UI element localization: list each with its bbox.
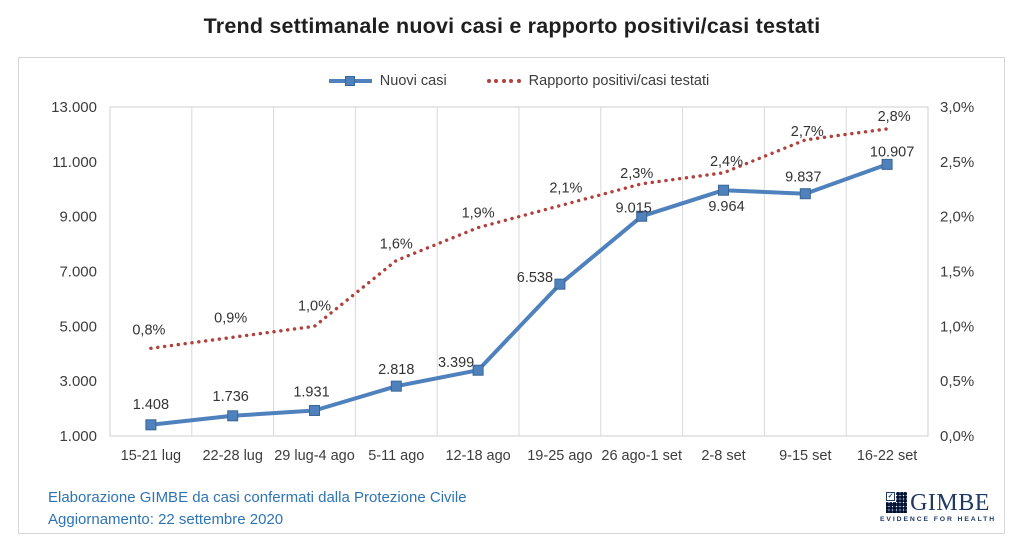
right-axis-tick: 2,5% — [940, 154, 974, 171]
legend-item-nuovi-casi: Nuovi casi — [328, 73, 447, 89]
series-nuovi-casi-marker — [636, 210, 648, 222]
data-label-nuovi-casi: 1.408 — [133, 397, 169, 413]
chart-title: Trend settimanale nuovi casi e rapporto … — [203, 14, 821, 38]
left-axis-tick: 7.000 — [59, 264, 97, 281]
gimbe-logo-tagline: EVIDENCE FOR HEALTH — [879, 516, 997, 523]
legend-label: Nuovi casi — [379, 73, 447, 89]
data-label-rapporto: 2,4% — [710, 154, 743, 170]
data-label-nuovi-casi: 9.837 — [785, 170, 821, 186]
right-axis-tick: 1,0% — [940, 318, 974, 335]
x-axis-category-label: 5-11 ago — [368, 448, 424, 464]
blue-line-marker-icon — [328, 76, 372, 86]
series-nuovi-casi-marker — [309, 404, 320, 416]
data-label-rapporto: 2,7% — [791, 124, 824, 140]
gimbe-logo-text: GIMBE — [910, 490, 990, 516]
red-dots-icon — [486, 79, 521, 83]
chart-legend: Nuovi casi Rapporto positivi/casi testat… — [110, 71, 928, 91]
series-nuovi-casi-marker — [881, 158, 893, 170]
left-axis-tick: 3.000 — [59, 373, 97, 390]
data-label-rapporto: 2,8% — [878, 109, 911, 125]
legend-item-rapporto: Rapporto positivi/casi testati — [486, 73, 710, 89]
data-label-nuovi-casi: 1.736 — [213, 389, 249, 405]
x-axis-category-label: 2-8 set — [701, 448, 745, 464]
chart-footer: Elaborazione GIMBE da casi confermati da… — [48, 487, 467, 531]
gimbe-logo: ✓ GIMBE EVIDENCE FOR HEALTH — [880, 490, 994, 523]
right-axis-tick: 2,0% — [940, 209, 974, 226]
series-nuovi-casi-marker — [145, 419, 157, 431]
data-label-rapporto: 0,8% — [132, 322, 165, 338]
data-label-rapporto: 2,3% — [620, 166, 653, 182]
x-axis-category-label: 9-15 set — [779, 448, 831, 464]
right-axis-tick: 0,5% — [940, 373, 974, 390]
left-axis-tick: 9.000 — [59, 209, 97, 226]
left-axis-tick: 5.000 — [59, 318, 97, 335]
footer-source-line: Elaborazione GIMBE da casi confermati da… — [48, 489, 467, 506]
data-label-rapporto: 2,1% — [549, 181, 582, 197]
left-axis-tick: 11.000 — [52, 154, 97, 171]
gimbe-logo-mark-icon: ✓ — [886, 492, 908, 513]
series-nuovi-casi-marker — [472, 364, 484, 376]
series-nuovi-casi-marker — [718, 184, 729, 196]
data-label-nuovi-casi: 9.964 — [708, 199, 744, 215]
series-nuovi-casi-marker — [390, 380, 402, 392]
x-axis-category-label: 26 ago-1 set — [601, 448, 682, 464]
data-label-nuovi-casi: 9.015 — [616, 200, 652, 216]
left-axis-tick: 13.000 — [51, 99, 97, 116]
chart-panel — [18, 57, 1005, 534]
left-axis-tick: 1.000 — [59, 428, 97, 445]
series-nuovi-casi-marker — [799, 188, 811, 200]
series-nuovi-casi-line — [150, 162, 888, 427]
x-axis-category-label: 15-21 lug — [121, 448, 181, 464]
x-axis-category-label: 29 lug-4 ago — [274, 448, 355, 464]
data-label-nuovi-casi: 10.907 — [870, 144, 914, 160]
data-label-rapporto: 1,6% — [380, 237, 413, 253]
data-label-nuovi-casi: 3.399 — [438, 355, 474, 371]
right-axis-tick: 1,5% — [940, 264, 974, 281]
data-label-nuovi-casi: 1.931 — [293, 384, 329, 400]
data-label-nuovi-casi: 2.818 — [378, 362, 414, 378]
data-label-rapporto: 0,9% — [214, 310, 247, 326]
x-axis-category-label: 16-22 set — [857, 448, 917, 464]
legend-label: Rapporto positivi/casi testati — [528, 73, 710, 89]
right-axis-tick: 3,0% — [940, 99, 974, 116]
data-label-nuovi-casi: 6.538 — [517, 270, 553, 286]
data-label-rapporto: 1,0% — [298, 298, 331, 314]
series-nuovi-casi-marker — [227, 410, 239, 422]
x-axis-category-label: 19-25 ago — [527, 448, 592, 464]
data-label-rapporto: 1,9% — [462, 206, 495, 222]
series-rapporto-line — [149, 127, 889, 350]
x-axis-category-label: 12-18 ago — [445, 448, 510, 464]
right-axis-tick: 0,0% — [940, 428, 974, 445]
footer-update-line: Aggiornamento: 22 settembre 2020 — [48, 511, 284, 528]
x-axis-category-label: 22-28 lug — [202, 448, 262, 464]
series-nuovi-casi-marker — [554, 278, 566, 290]
